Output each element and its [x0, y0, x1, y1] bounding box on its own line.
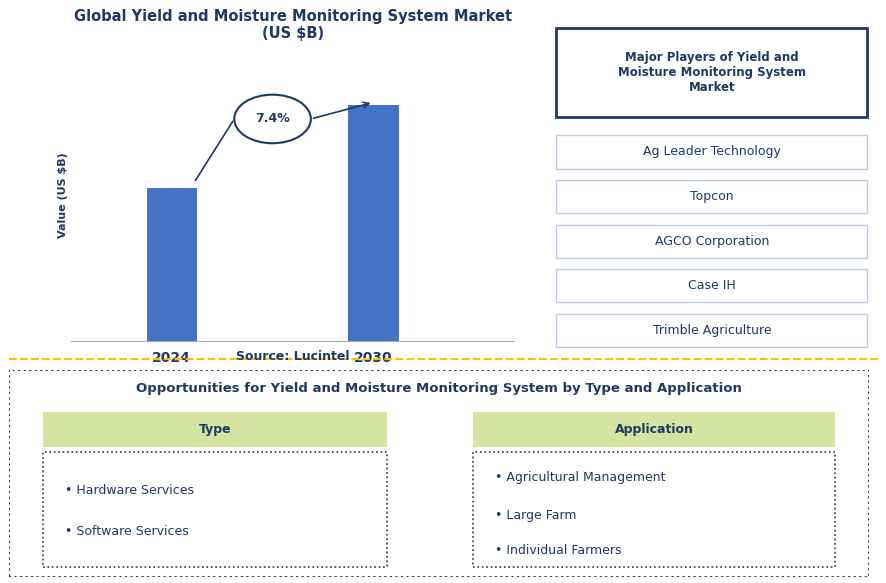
Text: Opportunities for Yield and Moisture Monitoring System by Type and Application: Opportunities for Yield and Moisture Mon…	[136, 382, 742, 395]
FancyBboxPatch shape	[43, 412, 387, 447]
FancyBboxPatch shape	[43, 452, 387, 567]
FancyBboxPatch shape	[556, 135, 867, 168]
Text: Major Players of Yield and
Moisture Monitoring System
Market: Major Players of Yield and Moisture Moni…	[618, 51, 804, 94]
Text: Topcon: Topcon	[689, 190, 733, 203]
Bar	[146, 188, 197, 341]
Text: • Large Farm: • Large Farm	[494, 508, 576, 522]
Text: • Hardware Services: • Hardware Services	[65, 484, 193, 497]
Y-axis label: Value (US $B): Value (US $B)	[58, 152, 68, 238]
FancyBboxPatch shape	[9, 370, 868, 577]
FancyBboxPatch shape	[556, 29, 867, 117]
Text: • Individual Farmers: • Individual Farmers	[494, 544, 621, 557]
Title: Global Yield and Moisture Monitoring System Market
(US $B): Global Yield and Moisture Monitoring Sys…	[74, 9, 511, 41]
FancyBboxPatch shape	[556, 180, 867, 213]
FancyBboxPatch shape	[473, 412, 834, 447]
FancyBboxPatch shape	[473, 452, 834, 567]
Text: Source: Lucintel: Source: Lucintel	[236, 350, 349, 363]
Text: Case IH: Case IH	[688, 279, 734, 292]
Text: Ag Leader Technology: Ag Leader Technology	[642, 145, 780, 159]
Text: AGCO Corporation: AGCO Corporation	[654, 235, 768, 248]
Text: Trimble Agriculture: Trimble Agriculture	[652, 324, 770, 337]
Bar	[347, 105, 398, 341]
Text: 7.4%: 7.4%	[255, 113, 290, 125]
Ellipse shape	[234, 94, 310, 143]
Text: • Software Services: • Software Services	[65, 525, 189, 538]
FancyBboxPatch shape	[556, 224, 867, 258]
Text: • Agricultural Management: • Agricultural Management	[494, 471, 664, 484]
Text: Type: Type	[198, 423, 231, 436]
FancyBboxPatch shape	[556, 269, 867, 303]
Text: Application: Application	[614, 423, 693, 436]
FancyBboxPatch shape	[556, 314, 867, 347]
